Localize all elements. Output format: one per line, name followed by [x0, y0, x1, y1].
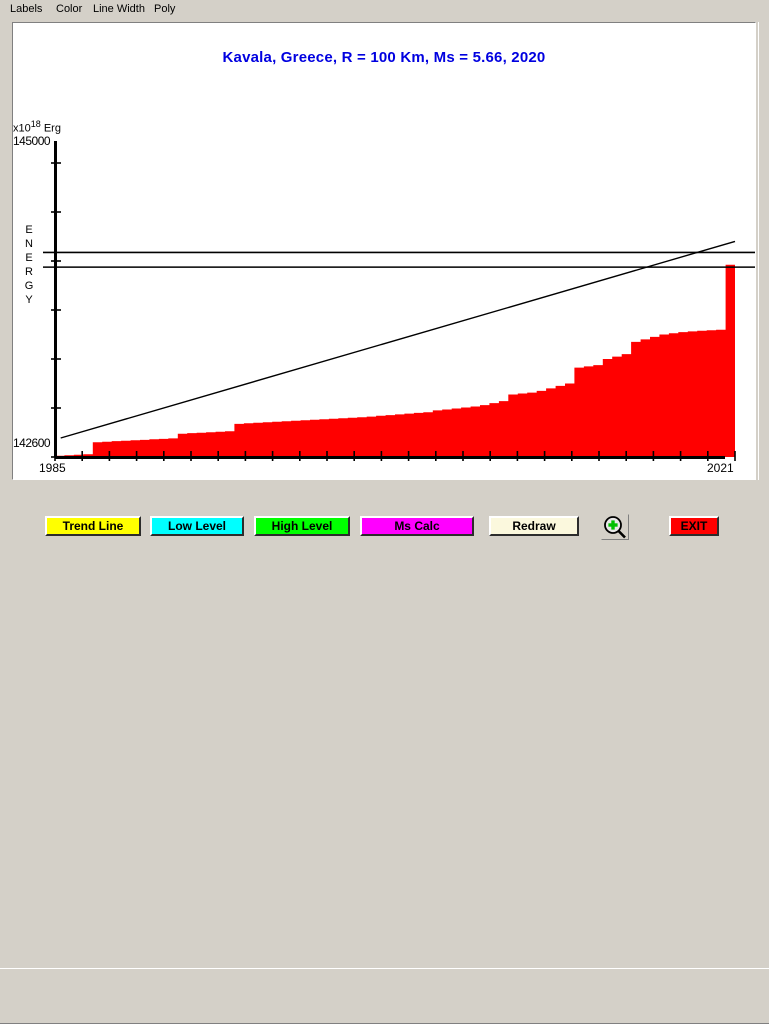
x-axis-end-label: 2021 [707, 461, 734, 475]
low-level-button[interactable]: Low Level [150, 516, 244, 536]
menu-item-labels[interactable]: Labels [10, 3, 43, 15]
button-bar: Trend Line Low Level High Level Ms Calc … [0, 484, 769, 1025]
y-axis-title-char-0: E [25, 224, 33, 236]
chart-svg[interactable] [13, 23, 755, 479]
y-axis-title-char-1: N [25, 238, 33, 250]
menu-item-poly[interactable]: Poly [154, 3, 176, 15]
x-axis-start-label: 1985 [39, 461, 66, 475]
x-axis-ticks [54, 451, 736, 461]
y-unit-prefix: x10 [13, 122, 31, 135]
menu-item-color[interactable]: Color [56, 3, 83, 15]
plot-canvas[interactable]: Kavala, Greece, R = 100 Km, Ms = 5.66, 2… [13, 23, 755, 479]
y-axis-title-char-4: G [24, 280, 34, 292]
menu-bar: Labels Color Line Width Poly [0, 0, 769, 18]
y-unit-exponent: 18 [30, 119, 41, 129]
ms-calc-button[interactable]: Ms Calc [360, 516, 474, 536]
magnifier-plus-icon [604, 516, 626, 539]
y-axis-title-char-3: R [25, 266, 33, 278]
cumulative-energy-area [55, 264, 735, 457]
y-axis-unit-label: x1018 Erg [13, 119, 61, 135]
right-edge-strip [758, 22, 769, 480]
y-axis-title-char-5: Y [25, 294, 33, 306]
plot-frame: Kavala, Greece, R = 100 Km, Ms = 5.66, 2… [12, 22, 756, 480]
y-axis-title-char-2: E [25, 252, 33, 264]
button-bar-top-divider [0, 968, 769, 969]
menu-item-line-width[interactable]: Line Width [93, 3, 145, 15]
y-axis-max-label: 145000 [13, 134, 51, 148]
y-axis-min-label: 142600 [13, 436, 51, 450]
redraw-button[interactable]: Redraw [489, 516, 579, 536]
trend-line-button[interactable]: Trend Line [45, 516, 141, 536]
y-unit-suffix: Erg [43, 122, 61, 135]
chart-title: Kavala, Greece, R = 100 Km, Ms = 5.66, 2… [222, 49, 546, 66]
x-axis-title: YEARS [373, 478, 410, 479]
y-axis-ticks [51, 162, 61, 458]
zoom-in-button[interactable] [601, 514, 629, 540]
trend-line-series [60, 240, 736, 439]
exit-button[interactable]: EXIT [669, 516, 719, 536]
high-level-button[interactable]: High Level [254, 516, 350, 536]
